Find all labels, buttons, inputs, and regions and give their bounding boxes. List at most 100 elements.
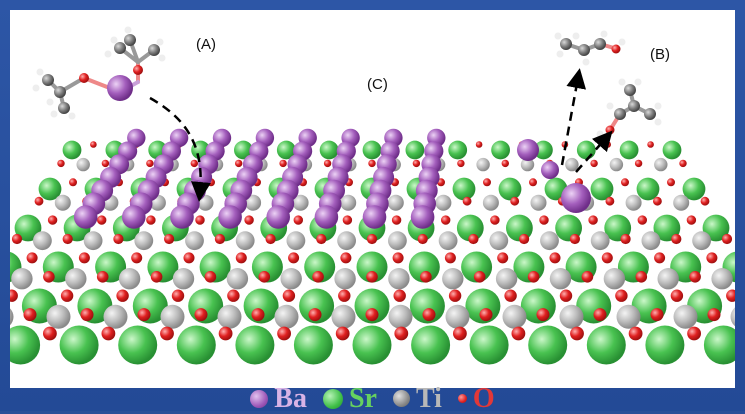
oxygen-atom (10, 289, 18, 302)
titanium-atom (482, 194, 499, 211)
oxygen-atom (611, 44, 621, 54)
strontium-atom (498, 177, 522, 201)
oxygen-atom (57, 159, 65, 168)
oxygen-atom (244, 215, 254, 225)
carbon-atom (58, 102, 70, 114)
carbon-atom (114, 42, 126, 54)
titanium-atom (160, 304, 185, 329)
titanium-atom (334, 268, 356, 290)
oxygen-atom (593, 308, 607, 322)
oxygen-atom (511, 326, 526, 341)
oxygen-atom (654, 252, 666, 264)
oxygen-atom (251, 308, 265, 322)
strontium-dot-icon (322, 388, 343, 409)
carbon-atom (578, 44, 590, 56)
oxygen-atom (26, 252, 38, 264)
oxygen-atom (160, 326, 174, 341)
oxygen-atom (527, 271, 540, 283)
oxygen-atom (601, 252, 613, 264)
titanium-atom (235, 231, 255, 251)
titanium-atom (337, 231, 356, 251)
titanium-atom (185, 231, 204, 251)
reaction-arrows (149, 68, 613, 202)
oxygen-atom (615, 289, 628, 302)
titanium-atom (388, 268, 410, 290)
hydrogen-atom (158, 54, 166, 62)
oxygen-atom (671, 233, 682, 245)
strontium-atom (469, 325, 509, 365)
carbon-atom (628, 100, 640, 112)
barium-atom (218, 205, 242, 229)
oxygen-atom (653, 196, 662, 206)
titanium-atom (673, 304, 698, 329)
oxygen-atom (475, 141, 483, 148)
strontium-atom (362, 140, 382, 160)
hydrogen-atom (124, 26, 132, 34)
titanium-atom (11, 268, 33, 290)
titanium-atom (118, 268, 141, 290)
titanium-atom (625, 194, 642, 211)
oxygen-atom (96, 271, 109, 283)
titanium-atom (331, 304, 356, 329)
strontium-atom (703, 325, 735, 365)
strontium-atom (619, 140, 639, 160)
titanium-atom (609, 157, 624, 172)
hydrogen-atom (46, 98, 54, 106)
titanium-atom (540, 231, 559, 251)
strontium-atom (62, 140, 82, 160)
oxygen-atom (340, 252, 352, 264)
oxygen-atom (190, 159, 198, 168)
oxygen-atom (689, 271, 701, 283)
strontium-atom (14, 214, 42, 242)
titanium-atom (387, 194, 404, 211)
hydrogen-atom (556, 50, 564, 58)
oxygen-atom (60, 289, 74, 302)
hydrogen-atom (654, 118, 662, 126)
strontium-atom (576, 140, 596, 160)
strontium-atom (528, 325, 568, 365)
oxygen-atom (79, 73, 89, 83)
oxygen-atom (635, 271, 648, 283)
barium-atom (107, 75, 133, 101)
oxygen-atom (133, 65, 143, 75)
oxygen-atom (501, 159, 509, 168)
oxygen-atom (670, 289, 684, 302)
oxygen-atom (34, 196, 44, 206)
titanium-atom (245, 194, 262, 211)
strontium-atom (456, 214, 484, 242)
oxygen-atom (183, 252, 195, 264)
titanium-atom (292, 194, 309, 211)
oxygen-atom (164, 233, 175, 245)
oxygen-atom (288, 252, 300, 264)
hydrogen-atom (582, 58, 590, 66)
titanium-atom (590, 231, 610, 251)
oxygen-atom (453, 326, 467, 341)
oxygen-atom (171, 289, 185, 302)
barium-atom (362, 205, 387, 229)
oxygen-atom (23, 308, 37, 322)
oxygen-atom (293, 215, 303, 225)
oxygen-atom (462, 196, 472, 206)
oxygen-atom (258, 271, 271, 283)
oxygen-atom (335, 326, 350, 341)
oxygen-atom (559, 289, 573, 302)
oxygen-atom (650, 308, 664, 322)
barium-dot-icon (250, 389, 269, 408)
oxygen-atom (69, 178, 77, 187)
oxygen-atom (422, 308, 436, 322)
titanium-atom (442, 268, 464, 290)
strontium-atom (405, 140, 425, 160)
strontium-atom (118, 325, 158, 365)
titanium-atom (65, 268, 87, 290)
titanium-atom (83, 231, 103, 251)
titanium-atom (388, 231, 407, 251)
barium-adatom-rows (73, 128, 591, 229)
carbon-atom (54, 86, 66, 98)
oxygen-atom (194, 308, 208, 322)
strontium-atom (409, 288, 445, 324)
oxygen-atom (417, 233, 428, 245)
oxygen-atom (539, 215, 549, 225)
arrow-b-right (575, 130, 613, 173)
hydrogen-atom (618, 38, 626, 46)
oxygen-atom (510, 196, 520, 206)
